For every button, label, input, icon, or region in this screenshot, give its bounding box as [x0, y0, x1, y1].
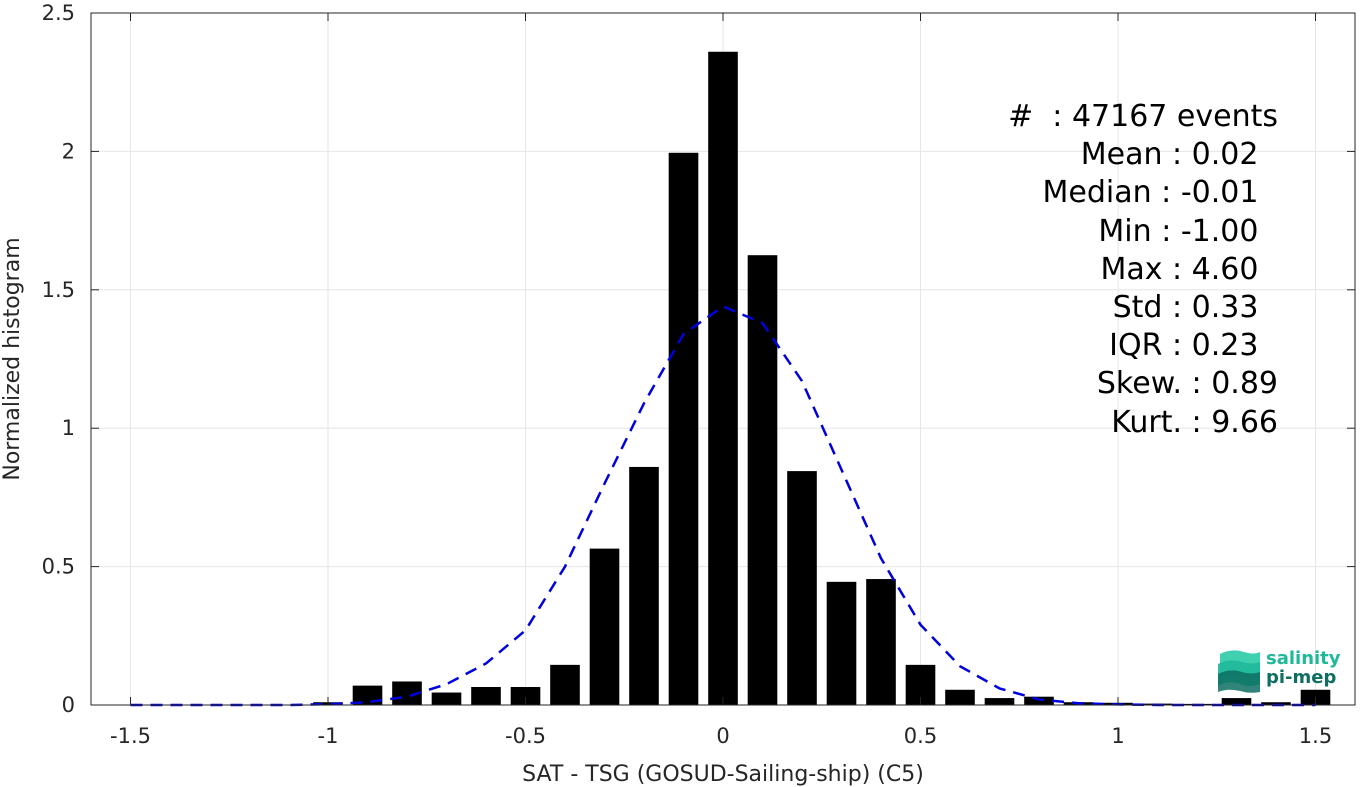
stat-max: Max : 4.60: [1100, 251, 1268, 287]
y-tick-label: 2.5: [42, 1, 75, 25]
y-tick-label: 1: [62, 416, 75, 440]
y-tick-label: 0.5: [42, 555, 75, 579]
x-tick-label: 0.5: [904, 724, 937, 748]
histogram-bar: [629, 466, 659, 705]
histogram-bar: [787, 471, 817, 705]
x-tick-label: -1.5: [110, 724, 151, 748]
histogram-bar: [708, 51, 738, 705]
x-tick-label: 1: [1111, 724, 1124, 748]
stat-std: Std : 0.33: [1112, 290, 1268, 325]
x-tick-label: -0.5: [505, 724, 546, 748]
logo-word-pi-mep: pi-mep: [1266, 667, 1337, 688]
y-tick-label: 0: [62, 693, 75, 717]
logo-word-salinity: salinity: [1266, 648, 1341, 669]
x-axis-label: SAT - TSG (GOSUD-Sailing-ship) (C5): [522, 762, 924, 787]
histogram-bar: [431, 692, 462, 705]
histogram-bar: [392, 681, 422, 705]
histogram-bars: [313, 51, 1331, 705]
axis-tick-labels: -1.5 -1 -0.5 0 0.5 1 1.5 0 0.5 1 1.5 2 2.5: [42, 1, 1333, 748]
stat-min: Min : -1.00: [1098, 213, 1268, 249]
stat-mean: Mean : 0.02: [1080, 137, 1268, 173]
y-tick-label: 1.5: [42, 278, 75, 302]
x-tick-label: -1: [318, 724, 339, 748]
stat-kurt: Kurt. : 9.66: [1111, 404, 1278, 440]
histogram-bar: [984, 698, 1015, 705]
logo-waves-icon: [1218, 650, 1260, 693]
stat-skew: Skew. : 0.89: [1096, 366, 1278, 402]
salinity-pi-mep-logo: salinity pi-mep: [1216, 646, 1346, 696]
histogram-bar: [826, 581, 857, 705]
histogram-bar: [550, 664, 580, 705]
histogram-bar: [866, 579, 896, 705]
histogram-bar: [471, 687, 501, 705]
histogram-bar: [668, 152, 699, 705]
x-tick-label: 0: [716, 724, 729, 748]
x-tick-label: 1.5: [1299, 724, 1332, 748]
histogram-bar: [510, 687, 541, 705]
y-tick-label: 2: [62, 139, 75, 163]
stat-iqr: IQR : 0.23: [1109, 328, 1268, 364]
histogram-bar: [747, 255, 778, 705]
histogram-bar: [589, 548, 620, 705]
histogram-bar: [1024, 696, 1054, 705]
stat-count: # : 47167 events: [1008, 99, 1278, 134]
stat-median: Median : -0.01: [1042, 175, 1268, 211]
axis-ticks: [91, 12, 1355, 706]
histogram-bar: [945, 689, 975, 705]
histogram-bar: [1261, 702, 1291, 705]
histogram-bar: [1221, 698, 1252, 705]
y-axis-label: Normalized histogram: [0, 237, 25, 480]
